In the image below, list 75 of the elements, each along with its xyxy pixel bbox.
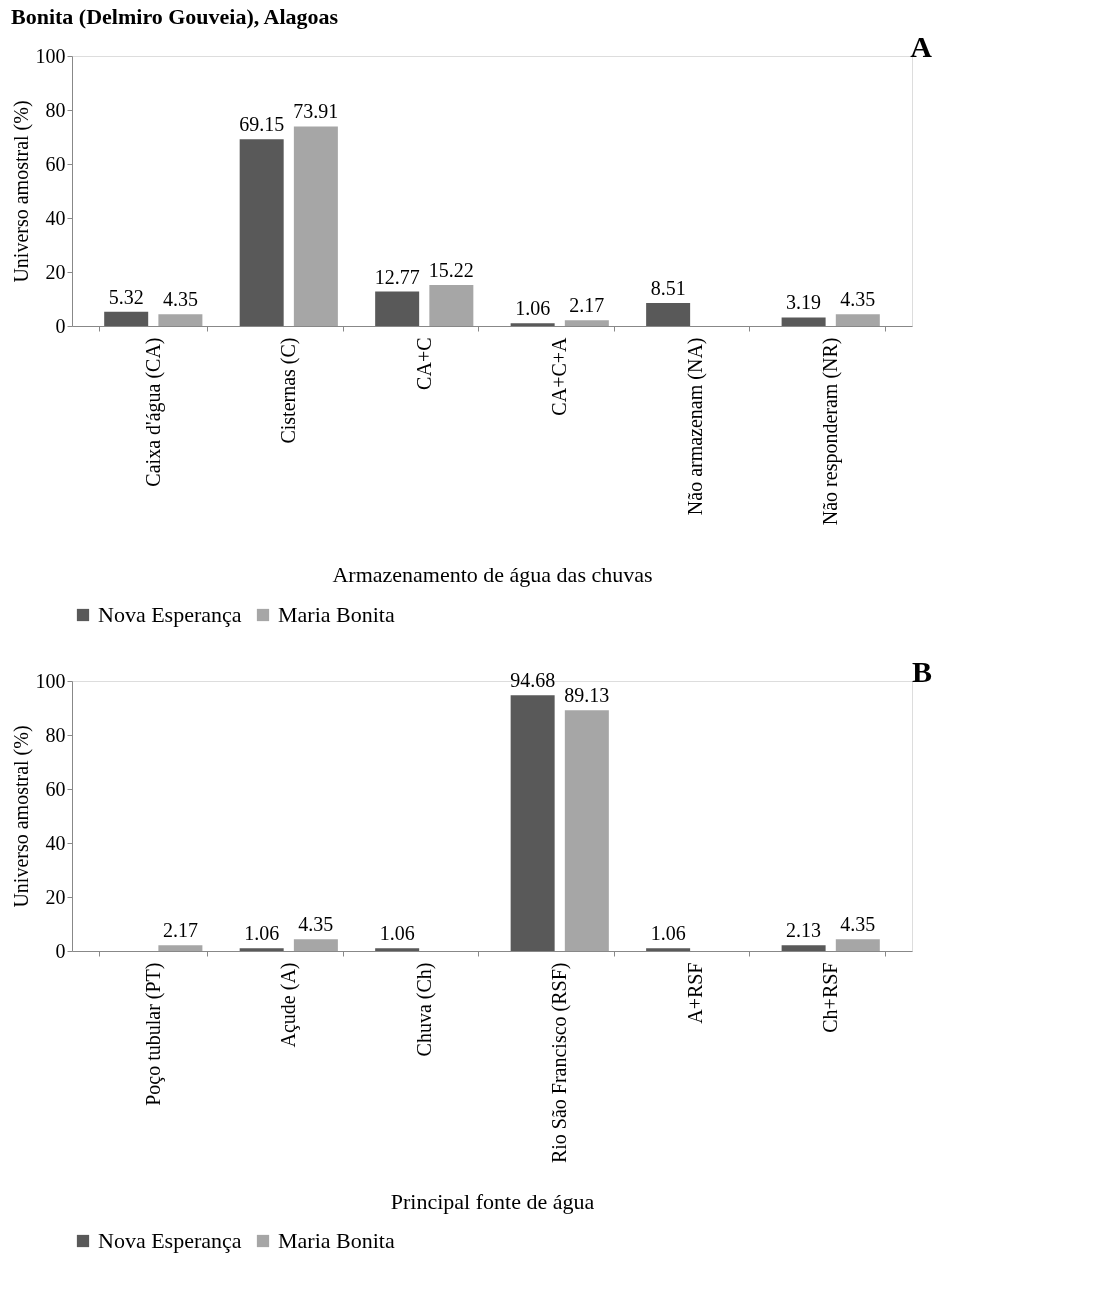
data-label: 1.06 (379, 922, 415, 945)
y-axis-title: Universo amostral (%) (9, 100, 33, 283)
x-tick-label: Chuva (Ch) (412, 962, 436, 1057)
legend-label: Maria Bonita (278, 602, 395, 627)
legend-label: Nova Esperança (98, 602, 242, 627)
legend-label: Maria Bonita (278, 1228, 395, 1253)
data-label: 4.35 (840, 288, 876, 311)
bar (429, 284, 474, 326)
x-tick-label: Poço tubular (PT) (141, 962, 165, 1106)
data-label: 73.91 (293, 100, 339, 123)
x-tick-label: Rio São Francisco (RSF) (548, 962, 572, 1164)
x-tick-label: CA+C (412, 337, 435, 390)
bar (564, 320, 609, 326)
y-tick-label: 0 (55, 314, 66, 337)
y-tick-label: 80 (45, 98, 66, 121)
data-label: 1.06 (650, 922, 686, 945)
bar (564, 710, 609, 951)
x-axis-title: Armazenamento de água das chuvas (332, 562, 653, 588)
x-tick-label: CA+C+A (548, 336, 571, 416)
bar (104, 311, 149, 326)
data-label: 4.35 (298, 913, 334, 936)
bar (510, 695, 555, 951)
x-tick-label: Não armazenam (NA) (683, 337, 707, 516)
data-label: 4.35 (840, 913, 876, 936)
data-label: 94.68 (510, 669, 556, 692)
bar (293, 126, 338, 326)
data-label: 89.13 (564, 684, 610, 707)
bar (239, 139, 284, 326)
bar (646, 303, 691, 326)
x-tick-label: Ch+RSF (819, 962, 842, 1033)
y-tick-label: 20 (45, 260, 66, 283)
bar (375, 948, 420, 951)
annotation: A (910, 30, 933, 63)
y-tick-label: 0 (55, 939, 66, 962)
bar (375, 291, 420, 326)
bar (646, 948, 691, 951)
annotation: B (911, 655, 932, 688)
y-tick-label: 100 (35, 669, 66, 692)
x-axis-title: Principal fonte de água (390, 1188, 595, 1214)
y-tick-label: 40 (45, 831, 66, 854)
bar (835, 939, 880, 951)
data-label: 1.06 (515, 297, 551, 320)
data-label: 8.51 (650, 277, 686, 300)
y-tick-label: 80 (45, 723, 66, 746)
legend-label: Nova Esperança (98, 1228, 242, 1253)
data-label: 3.19 (786, 291, 822, 314)
bar (781, 945, 826, 951)
data-label: 12.77 (374, 265, 420, 288)
x-tick-label: Açude (A) (277, 962, 301, 1048)
data-label: 4.35 (162, 288, 198, 311)
data-label: 69.15 (239, 113, 285, 136)
bar (158, 945, 203, 951)
x-tick-label: A+RSF (683, 962, 706, 1024)
bar (510, 323, 555, 326)
x-tick-label: Caixa d'água (CA) (141, 337, 165, 487)
bar (781, 317, 826, 326)
y-tick-label: 20 (45, 885, 66, 908)
data-label: 2.17 (162, 919, 198, 942)
data-label: 2.17 (569, 294, 605, 317)
y-tick-label: 60 (45, 152, 66, 175)
bar (835, 314, 880, 326)
bar (293, 939, 338, 951)
bar (239, 948, 284, 951)
bar (158, 314, 203, 326)
data-label: 2.13 (786, 919, 822, 942)
x-tick-label: Não responderam (NR) (819, 337, 843, 526)
y-tick-label: 60 (45, 777, 66, 800)
y-tick-label: 40 (45, 206, 66, 229)
data-label: 1.06 (244, 922, 280, 945)
data-label: 5.32 (108, 285, 144, 308)
y-tick-label: 100 (35, 44, 66, 67)
y-axis-title: Universo amostral (%) (9, 725, 33, 908)
x-tick-label: Cisternas (C) (277, 337, 301, 444)
data-label: 15.22 (428, 258, 474, 281)
chart-title: Bonita (Delmiro Gouveia), Alagoas (11, 4, 339, 29)
